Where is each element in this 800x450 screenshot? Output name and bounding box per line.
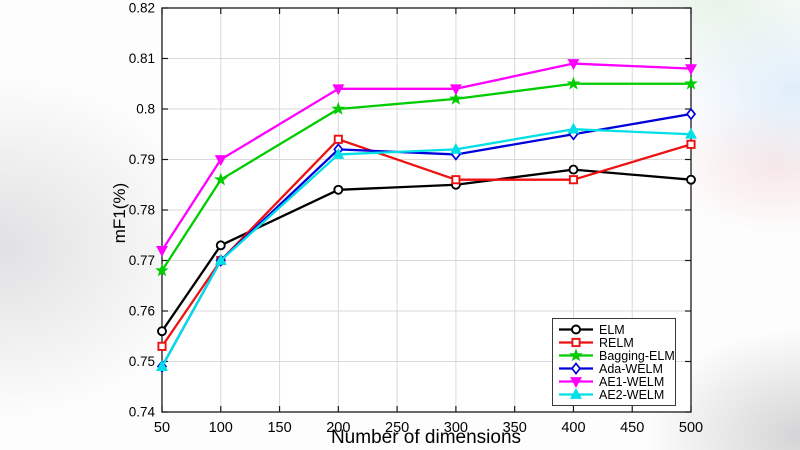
legend-line-sample-icon <box>559 349 593 362</box>
svg-text:250: 250 <box>385 420 409 436</box>
svg-text:50: 50 <box>154 420 170 436</box>
legend-label: ELM <box>599 322 625 337</box>
legend-line-sample-icon <box>559 377 593 388</box>
legend-line-sample-icon <box>559 362 593 375</box>
legend-entry-ae1-welm: AE1-WELM <box>558 374 670 389</box>
svg-text:300: 300 <box>444 420 468 436</box>
x-axis-label: Number of dimensions <box>330 427 522 448</box>
legend-entry-elm: ELM <box>558 322 670 337</box>
svg-text:400: 400 <box>561 420 585 436</box>
legend-label: AE1-WELM <box>599 374 665 389</box>
svg-text:0.82: 0.82 <box>129 1 155 16</box>
svg-text:0.78: 0.78 <box>129 203 155 218</box>
legend-label: RELM <box>599 335 634 350</box>
svg-text:200: 200 <box>326 420 350 436</box>
svg-text:0.79: 0.79 <box>129 152 155 167</box>
svg-text:350: 350 <box>503 420 527 436</box>
legend-label: Ada-WELM <box>599 361 663 376</box>
legend-line-sample-icon <box>559 337 593 348</box>
y-axis-label: mF1(%) <box>110 182 129 244</box>
legend-line-sample-icon <box>559 324 593 335</box>
legend-entry-bagging-elm: Bagging-ELM <box>558 349 675 363</box>
svg-text:0.77: 0.77 <box>129 253 155 268</box>
legend-line-sample-icon <box>559 388 593 399</box>
legend-label: Bagging-ELM <box>599 348 675 363</box>
svg-text:0.8: 0.8 <box>136 102 155 117</box>
legend-entry-relm: RELM <box>558 335 670 350</box>
legend-entry-ada-welm: Ada-WELM <box>558 361 670 376</box>
svg-text:0.74: 0.74 <box>129 405 156 420</box>
svg-text:150: 150 <box>267 420 291 436</box>
svg-text:500: 500 <box>679 420 703 436</box>
svg-text:0.81: 0.81 <box>129 51 155 66</box>
svg-text:450: 450 <box>620 420 644 436</box>
legend-entry-ae2-welm: AE2-WELM <box>558 387 670 402</box>
svg-text:0.75: 0.75 <box>129 354 155 369</box>
legend-label: AE2-WELM <box>599 387 665 402</box>
svg-text:0.76: 0.76 <box>129 304 155 319</box>
legend: ELM RELM Bagging-ELM Ada-WELM AE1-WELM A… <box>552 318 676 406</box>
svg-text:100: 100 <box>209 420 233 436</box>
